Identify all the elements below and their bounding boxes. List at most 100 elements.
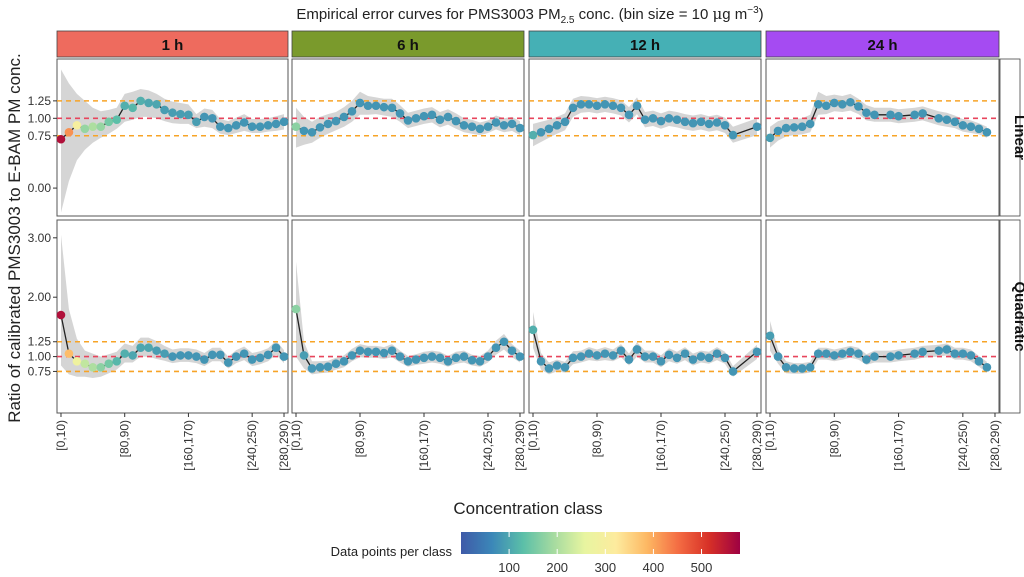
facet-row-linear-label: Linear — [1011, 115, 1024, 160]
panel-frame-linear-24h — [765, 58, 1000, 217]
data-point-quadratic-6h-10 — [371, 347, 381, 357]
data-point-linear-6h-20 — [451, 116, 461, 126]
data-point-linear-1h-8 — [120, 101, 130, 111]
panel-quadratic-24h — [765, 219, 1000, 414]
data-point-linear-1h-28 — [279, 117, 289, 127]
data-point-quadratic-6h-15 — [411, 355, 421, 364]
data-point-quadratic-12h-26 — [752, 347, 762, 357]
data-point-linear-6h-13 — [395, 109, 405, 118]
data-point-linear-12h-17 — [664, 114, 674, 123]
data-point-quadratic-1h-11 — [144, 343, 153, 352]
data-point-linear-12h-18 — [672, 115, 682, 125]
colorbar-tick-label-500: 500 — [691, 560, 713, 575]
data-point-quadratic-6h-18 — [435, 353, 445, 363]
data-point-linear-24h-0 — [765, 133, 775, 143]
facet-header-1h-label: 1 h — [162, 37, 184, 54]
data-point-quadratic-6h-16 — [419, 353, 429, 363]
panel-frame-quadratic-1h — [56, 219, 289, 414]
data-point-linear-1h-4 — [88, 122, 98, 131]
data-point-linear-1h-13 — [160, 105, 169, 115]
data-point-quadratic-24h-7 — [821, 349, 831, 358]
panel-quadratic-12h — [528, 219, 762, 414]
data-point-linear-24h-16 — [910, 110, 919, 120]
x-axis: [0,10) [80,90) [160,170) [240,250) [280,290)… — [54, 413, 1002, 471]
data-point-quadratic-6h-7 — [347, 351, 357, 360]
x-tick-label-1h-2: [160,170) — [181, 420, 195, 471]
data-point-linear-24h-12 — [862, 108, 871, 118]
y-tick-label-quadratic-4: 3.00 — [28, 231, 52, 245]
data-point-quadratic-6h-5 — [331, 359, 341, 369]
data-point-linear-6h-14 — [403, 116, 413, 125]
data-point-quadratic-1h-12 — [152, 346, 161, 355]
data-point-quadratic-1h-24 — [247, 355, 257, 364]
data-point-linear-24h-15 — [894, 111, 903, 121]
data-point-quadratic-6h-19 — [443, 357, 453, 366]
data-point-linear-1h-10 — [136, 96, 145, 106]
data-point-quadratic-6h-28 — [515, 352, 525, 361]
data-point-quadratic-12h-15 — [648, 352, 658, 361]
data-point-linear-1h-24 — [247, 122, 257, 131]
data-point-quadratic-1h-3 — [80, 359, 90, 369]
x-tick-label-24h-4: [280,290) — [988, 420, 1002, 471]
x-tick-label-6h-1: [80,90) — [353, 420, 367, 457]
data-point-quadratic-1h-4 — [88, 362, 98, 372]
data-point-quadratic-6h-20 — [451, 353, 461, 363]
data-point-linear-12h-11 — [616, 103, 626, 113]
facet-row-quadratic-strip — [999, 219, 1021, 414]
x-tick-label-12h-2: [160,170) — [654, 420, 668, 471]
data-point-quadratic-12h-21 — [696, 352, 706, 361]
data-point-linear-6h-2 — [307, 127, 317, 137]
data-point-linear-24h-17 — [918, 109, 927, 118]
data-point-quadratic-6h-13 — [395, 352, 405, 361]
data-point-quadratic-6h-22 — [467, 355, 477, 365]
data-point-quadratic-1h-23 — [239, 349, 249, 358]
facet-row-linear: Linear — [999, 58, 1024, 217]
colorbar-ticks: 100 200 300 400 500 — [498, 532, 712, 575]
data-point-linear-12h-9 — [600, 100, 610, 109]
data-point-quadratic-1h-1 — [64, 349, 74, 358]
y-tick-label-quadratic-3: 2.00 — [28, 290, 52, 304]
data-point-linear-1h-25 — [255, 122, 265, 131]
colorbar-tick-label-100: 100 — [498, 560, 520, 575]
data-point-linear-24h-10 — [846, 97, 855, 107]
data-point-linear-12h-1 — [536, 127, 546, 137]
data-point-linear-12h-21 — [696, 117, 706, 127]
y-tick-label-linear-2: 1.00 — [28, 111, 52, 125]
data-point-quadratic-1h-9 — [128, 351, 137, 360]
data-point-quadratic-12h-2 — [544, 364, 554, 373]
data-point-quadratic-24h-1 — [773, 352, 783, 361]
data-point-quadratic-1h-5 — [96, 362, 106, 372]
data-point-quadratic-12h-13 — [632, 345, 642, 354]
data-point-quadratic-1h-7 — [112, 357, 122, 366]
data-point-quadratic-1h-18 — [200, 355, 209, 364]
data-point-quadratic-6h-0 — [291, 304, 301, 314]
data-point-linear-24h-2 — [781, 123, 791, 133]
facet-header-6h: 6 h — [291, 30, 525, 58]
data-point-linear-6h-5 — [331, 116, 341, 126]
data-point-linear-12h-14 — [640, 115, 650, 125]
data-point-quadratic-6h-23 — [475, 357, 485, 366]
data-point-quadratic-12h-6 — [576, 352, 586, 361]
data-point-linear-6h-17 — [427, 110, 437, 120]
data-point-quadratic-6h-14 — [403, 357, 413, 366]
data-point-quadratic-6h-9 — [363, 347, 373, 357]
x-tick-label-6h-2: [160,170) — [417, 420, 431, 471]
x-tick-label-6h-0: [0,10) — [289, 420, 303, 451]
chart-title: Empirical error curves for PMS3003 PM2.5… — [296, 5, 763, 26]
data-point-linear-12h-0 — [528, 130, 538, 140]
panel-linear-12h — [528, 58, 762, 217]
data-point-linear-1h-18 — [200, 112, 209, 122]
data-point-linear-12h-10 — [608, 101, 618, 111]
data-point-linear-24h-19 — [942, 115, 952, 125]
x-tick-label-12h-1: [80,90) — [590, 420, 604, 457]
data-point-linear-6h-22 — [467, 122, 477, 131]
data-point-quadratic-6h-25 — [491, 343, 501, 352]
data-point-linear-24h-5 — [805, 119, 815, 129]
data-point-linear-24h-7 — [821, 101, 831, 111]
data-point-linear-1h-3 — [80, 124, 90, 134]
facet-row-quadratic: Quadratic — [999, 219, 1024, 414]
data-point-quadratic-24h-13 — [870, 352, 879, 361]
data-point-quadratic-12h-20 — [688, 355, 698, 364]
x-axis-label: Concentration class — [453, 499, 602, 518]
